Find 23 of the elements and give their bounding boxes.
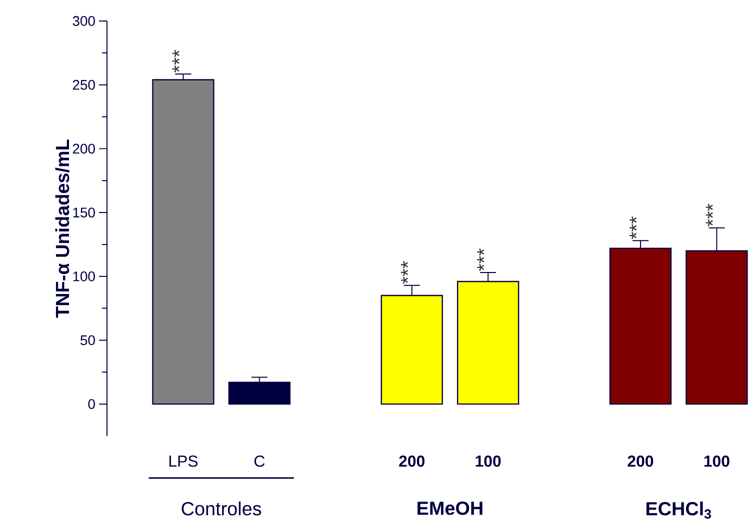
y-tick-label: 300 [72, 16, 95, 26]
data-label: *** [172, 50, 180, 72]
x-tick-label: LPS [169, 456, 198, 467]
data-label: *** [630, 216, 637, 240]
text: Controles [182, 502, 262, 516]
x-tick-label: 100 [704, 456, 730, 467]
y-tick-label: 200 [72, 144, 95, 154]
text: EMeOH [418, 502, 482, 515]
x-tick-label: 100 [476, 456, 501, 467]
y-tick-label: 150 [73, 208, 95, 218]
x-tick-label: 200 [399, 456, 424, 467]
y-tick-label: 0 [88, 399, 95, 410]
y-axis-title: TNF-α Unidades/mL [55, 140, 70, 318]
text: ECHCl$_{3}$ [646, 502, 712, 519]
data-label: *** [477, 248, 484, 272]
x-tick-label: 200 [628, 456, 654, 467]
y-tick-label: 250 [72, 80, 95, 90]
bar [228, 382, 291, 405]
data-label: *** [706, 204, 713, 226]
y-tick-label: 100 [73, 271, 95, 282]
data-label: *** [401, 261, 408, 284]
y-tick-label: 50 [80, 335, 95, 346]
x-tick-label: C [254, 456, 265, 467]
